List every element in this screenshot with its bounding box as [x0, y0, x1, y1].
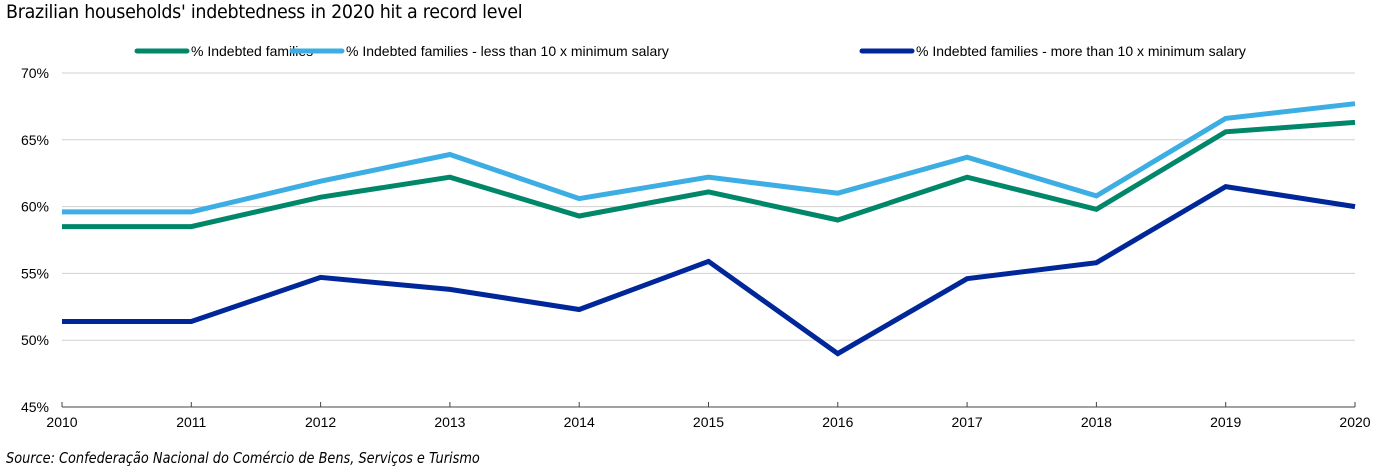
y-tick-label: 45% [21, 399, 49, 415]
x-tick-label: 2015 [693, 414, 724, 430]
x-tick-label: 2011 [176, 414, 206, 430]
y-tick-label: 60% [21, 199, 49, 215]
legend-label: % Indebted families [191, 43, 313, 59]
x-tick-label: 2013 [434, 414, 465, 430]
x-tick-label: 2017 [952, 414, 983, 430]
legend-label: % Indebted families - more than 10 x min… [916, 43, 1246, 59]
x-tick-label: 2016 [822, 414, 853, 430]
x-tick-label: 2014 [564, 414, 595, 430]
series-line-1 [62, 119, 1356, 230]
legend-label: % Indebted families - less than 10 x min… [346, 43, 669, 59]
x-axis [61, 402, 1356, 408]
y-tick-label: 65% [21, 132, 49, 148]
chart-title: Brazilian households' indebtedness in 20… [6, 1, 523, 23]
source-note: Source: Confederação Nacional do Comérci… [6, 449, 480, 467]
x-tick-label: 2012 [305, 414, 336, 430]
x-tick-label: 2010 [46, 414, 77, 430]
series-line-2 [62, 101, 1356, 215]
y-axis: 45% 50% 55% 60% 65% 70% [21, 65, 49, 415]
y-tick-label: 55% [21, 265, 49, 281]
y-tick-label: 70% [21, 65, 49, 81]
y-tick-label: 50% [21, 332, 49, 348]
x-tick-labels: 2010 2011 2012 2013 2014 2015 2016 2017 2018 2019… [46, 414, 1370, 430]
x-tick-label: 2019 [1210, 414, 1241, 430]
gridlines [62, 72, 1355, 341]
x-tick-label: 2020 [1339, 414, 1370, 430]
x-tick-label: 2018 [1081, 414, 1112, 430]
legend: % Indebted families % Indebted families -… [134, 43, 1246, 59]
series-lines [61, 101, 1356, 357]
